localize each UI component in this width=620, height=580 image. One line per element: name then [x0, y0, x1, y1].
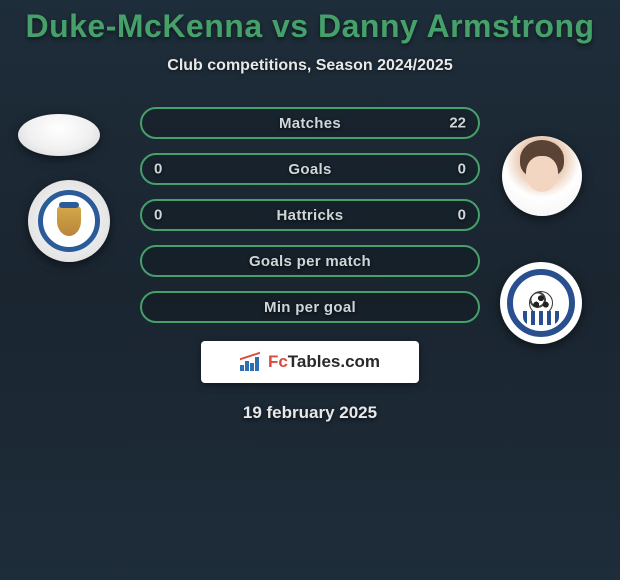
brand-box: FcTables.com — [201, 341, 419, 383]
stats-area: Matches 22 0 Goals 0 0 Hattricks 0 Goals… — [140, 107, 480, 323]
page-title: Duke-McKenna vs Danny Armstrong — [25, 8, 594, 45]
date-text: 19 february 2025 — [243, 403, 377, 423]
club-logo-right — [500, 262, 582, 344]
player-photo-right — [502, 136, 582, 216]
stat-label: Goals per match — [249, 253, 371, 270]
stat-right-value: 0 — [458, 207, 466, 224]
chart-icon — [240, 353, 262, 371]
club-right-badge — [507, 269, 575, 337]
brand-prefix: Fc — [268, 352, 288, 371]
stat-row-goals-per-match: Goals per match — [140, 245, 480, 277]
stat-label: Min per goal — [264, 299, 356, 316]
stripes-icon — [523, 311, 559, 325]
stat-left-value: 0 — [154, 161, 162, 178]
stat-row-matches: Matches 22 — [140, 107, 480, 139]
club-left-badge — [38, 190, 100, 252]
player-photo-left — [18, 114, 100, 156]
brand-text: FcTables.com — [268, 352, 380, 372]
shield-icon — [57, 206, 81, 236]
stat-row-min-per-goal: Min per goal — [140, 291, 480, 323]
stat-row-hattricks: 0 Hattricks 0 — [140, 199, 480, 231]
stat-right-value: 0 — [458, 161, 466, 178]
club-logo-left — [28, 180, 110, 262]
stat-label: Matches — [279, 115, 341, 132]
brand-suffix: Tables.com — [288, 352, 380, 371]
stat-row-goals: 0 Goals 0 — [140, 153, 480, 185]
stat-right-value: 22 — [449, 115, 466, 132]
subtitle: Club competitions, Season 2024/2025 — [167, 57, 452, 75]
stat-label: Goals — [288, 161, 331, 178]
stat-left-value: 0 — [154, 207, 162, 224]
stat-label: Hattricks — [277, 207, 344, 224]
